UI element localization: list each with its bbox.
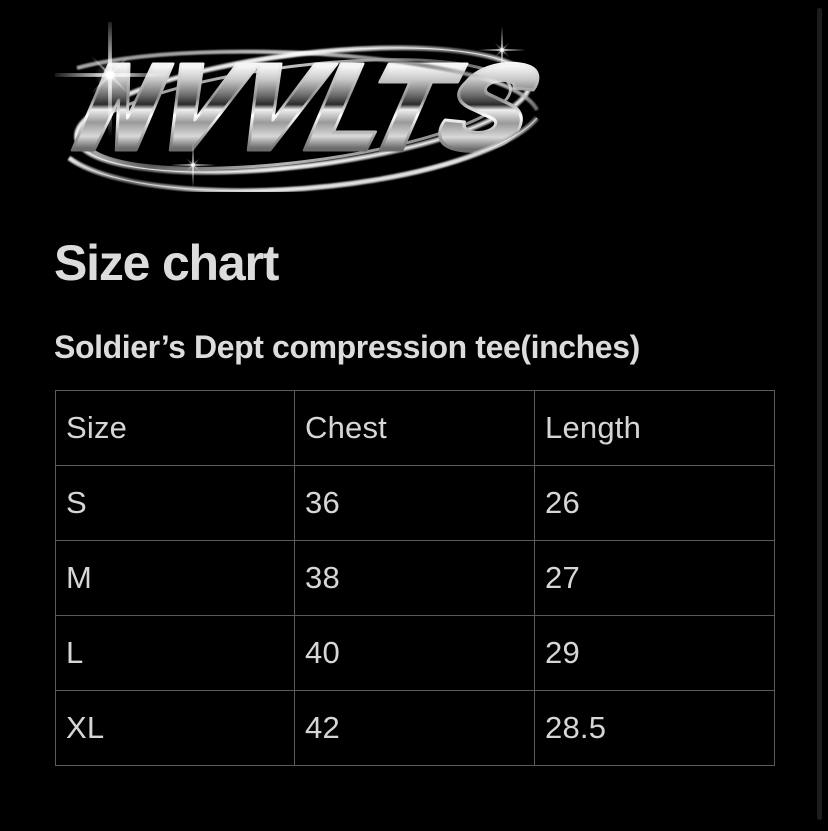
column-header-chest: Chest: [294, 390, 535, 466]
table-row: S 36 26: [55, 465, 775, 541]
table-row: M 38 27: [55, 540, 775, 616]
table-row: XL 42 28.5: [55, 690, 775, 766]
page-subtitle: Soldier’s Dept compression tee(inches): [54, 329, 640, 365]
cell-chest: 36: [294, 465, 535, 541]
cell-length: 29: [534, 615, 775, 691]
cell-size: M: [55, 540, 295, 616]
cell-length: 28.5: [534, 690, 775, 766]
table-header-row: Size Chest Length: [55, 390, 775, 466]
cell-length: 26: [534, 465, 775, 541]
brand-logo: [55, 22, 555, 192]
cell-length: 27: [534, 540, 775, 616]
vertical-scrollbar-thumb[interactable]: [817, 8, 822, 820]
nvlts-chrome-logo-icon: [55, 22, 540, 192]
size-chart-table: Size Chest Length S 36 26 M 38 27 L 40 2…: [55, 390, 775, 766]
cell-size: L: [55, 615, 295, 691]
column-header-size: Size: [55, 390, 295, 466]
cell-size: XL: [55, 690, 295, 766]
cell-chest: 40: [294, 615, 535, 691]
column-header-length: Length: [534, 390, 775, 466]
cell-chest: 38: [294, 540, 535, 616]
cell-size: S: [55, 465, 295, 541]
table-row: L 40 29: [55, 615, 775, 691]
cell-chest: 42: [294, 690, 535, 766]
page-title: Size chart: [54, 235, 279, 291]
logo-swoosh-front: [67, 49, 539, 192]
